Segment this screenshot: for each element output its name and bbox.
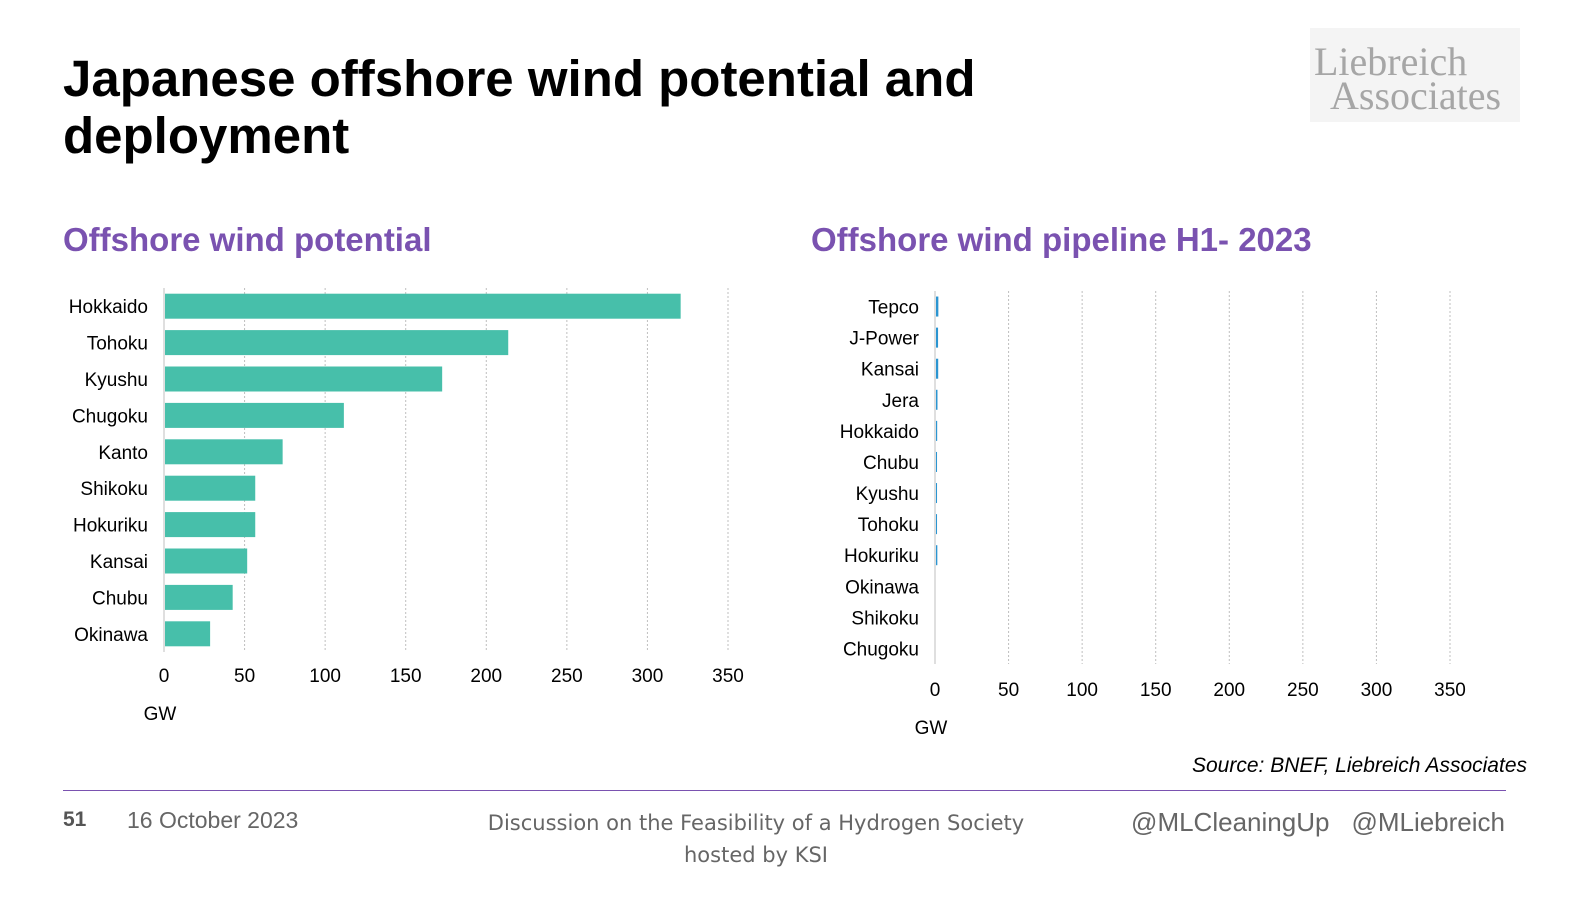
potential-tick-label: 250 [551,666,583,687]
social-handles: @MLCleaningUp @MLiebreich [1131,807,1505,838]
pipeline-category-label: J-Power [849,329,919,350]
pipeline-tick-label: 300 [1361,680,1393,701]
pipeline-bar-hokuriku [936,545,938,566]
pipeline-bar-jpower [936,327,939,348]
page-number: 51 [63,808,87,831]
footer-line-1: Discussion on the Feasibility of a Hydro… [487,811,1025,835]
pipeline-tick-label: 250 [1287,680,1319,701]
potential-category-label: Hokkaido [69,297,148,318]
footer-line-2: hosted by KSI [684,843,828,867]
pipeline-category-label: Tohoku [858,515,919,536]
potential-bar-kanto [165,439,283,465]
pipeline-tick-label: 0 [930,680,941,701]
potential-bar-chubu [165,584,233,610]
pipeline-tick-label: 100 [1066,680,1098,701]
potential-tick-label: 0 [159,666,170,687]
pipeline-category-label: Shikoku [851,608,919,629]
handle-cleaningup: @MLCleaningUp [1131,807,1330,837]
potential-category-label: Shikoku [80,479,148,500]
pipeline-category-label: Chubu [863,453,919,474]
logo-line-2: Associates [1330,73,1502,118]
slide-date: 16 October 2023 [127,807,299,833]
potential-bar-shikoku [165,475,256,501]
pipeline-axis-title: GW [915,718,948,739]
potential-chart-title: Offshore wind potential [63,221,432,258]
potential-category-label: Okinawa [74,625,148,646]
potential-category-label: Kyushu [85,370,148,391]
potential-tick-label: 300 [632,666,664,687]
footer-divider [63,790,1506,791]
potential-bar-hokkaido [165,293,681,319]
pipeline-category-label: Okinawa [845,577,919,598]
potential-bar-chugoku [165,402,344,428]
potential-bar-chart: Hokkaido Tohoku Kyushu Chugoku Kanto Shikoku H… [69,288,744,725]
potential-category-label: Hokuriku [73,516,148,537]
pipeline-category-label: Tepco [868,298,919,319]
pipeline-bar-jera [936,389,938,410]
potential-tick-label: 150 [390,666,422,687]
pipeline-category-label: Kyushu [856,484,919,505]
pipeline-tick-label: 200 [1213,680,1245,701]
pipeline-chart-title: Offshore wind pipeline H1- 2023 [811,221,1312,258]
potential-tick-label: 50 [234,666,255,687]
pipeline-bar-tohoku [936,514,938,535]
pipeline-bar-chubu [936,451,938,472]
pipeline-category-label: Chugoku [843,639,919,660]
slide-title: Japanese offshore wind potential and dep… [63,50,976,164]
potential-category-label: Kansai [90,552,148,573]
liebreich-associates-logo: Liebreich Associates [1310,28,1520,122]
logo-line-1: Liebreich [1314,39,1468,84]
potential-bar-okinawa [165,621,211,647]
source-note: Source: BNEF, Liebreich Associates [1192,754,1527,777]
potential-category-label: Tohoku [87,334,148,355]
pipeline-bar-kansai [936,358,939,379]
potential-category-label: Kanto [98,443,148,464]
handle-liebreich: @MLiebreich [1351,807,1505,837]
pipeline-bar-hokkaido [936,420,938,441]
potential-tick-label: 100 [309,666,341,687]
potential-category-label: Chubu [92,588,148,609]
pipeline-bar-chart: Tepco J-Power Kansai Jera Hokkaido Chubu Kyush… [840,291,1466,739]
potential-bar-kansai [165,548,248,574]
potential-bar-hokuriku [165,512,256,538]
pipeline-category-label: Kansai [861,360,919,381]
pipeline-category-label: Jera [882,391,919,412]
potential-tick-label: 200 [470,666,502,687]
pipeline-tick-label: 350 [1434,680,1466,701]
pipeline-tick-label: 150 [1140,680,1172,701]
pipeline-bar-kyushu [936,483,938,504]
potential-bar-tohoku [165,330,509,356]
potential-tick-label: 350 [712,666,744,687]
potential-category-label: Chugoku [72,406,148,427]
potential-bar-kyushu [165,366,443,392]
potential-axis-title: GW [144,704,177,725]
pipeline-category-label: Hokkaido [840,422,919,443]
pipeline-bar-tepco [936,296,939,317]
footer-event: Discussion on the Feasibility of a Hydro… [456,807,1056,871]
pipeline-category-label: Hokuriku [844,546,919,567]
pipeline-tick-label: 50 [998,680,1019,701]
